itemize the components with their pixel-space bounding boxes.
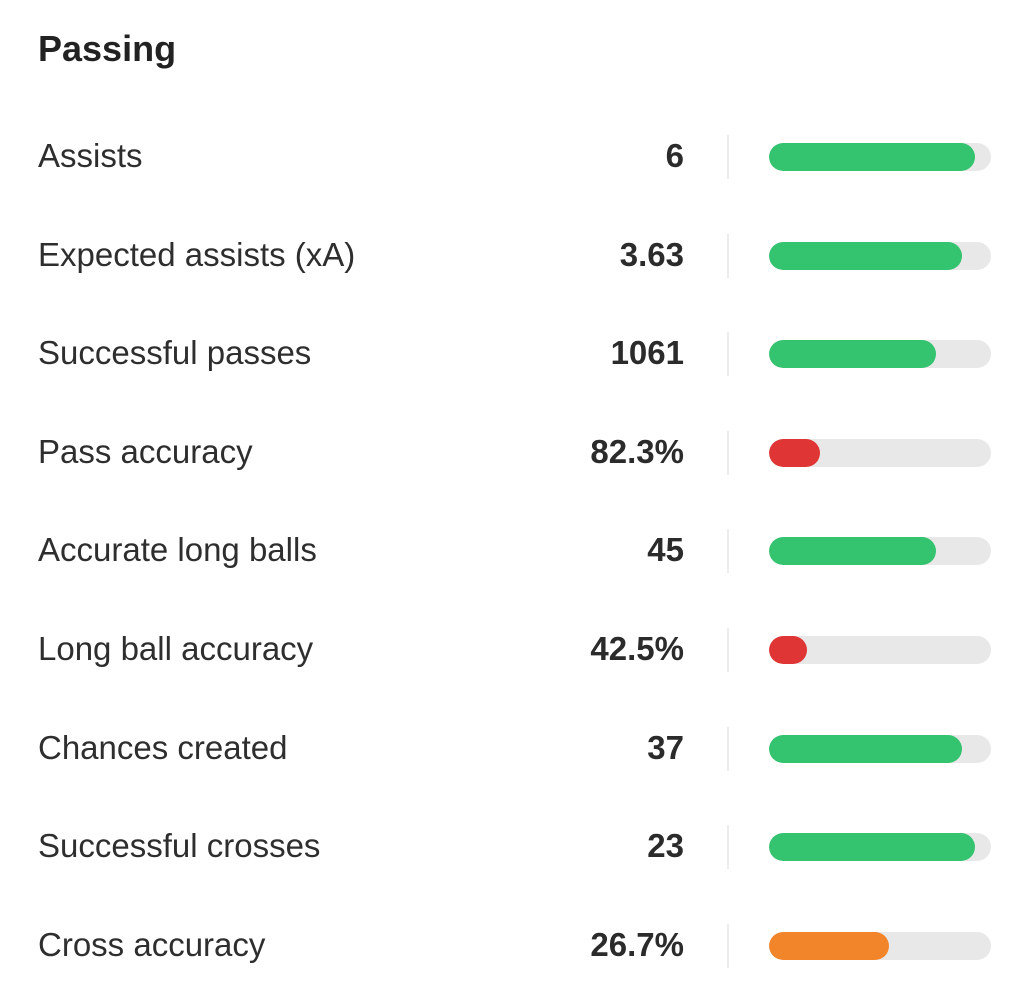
percentile-bar: [769, 734, 991, 763]
stat-label: Assists: [38, 137, 143, 174]
section-title: Passing: [38, 28, 177, 69]
divider: [727, 825, 729, 870]
percentile-bar-fill: [769, 438, 821, 467]
percentile-bar-fill: [769, 833, 976, 862]
stat-row-pass-accuracy[interactable]: Pass accuracy 82.3%: [0, 404, 1024, 503]
stats-list: Assists 6 Expected assists (xA) 3.63 Suc…: [0, 108, 1024, 995]
divider: [727, 627, 729, 672]
stat-row-accurate-long-balls[interactable]: Accurate long balls 45: [0, 502, 1024, 601]
percentile-bar-fill: [769, 734, 963, 763]
divider: [727, 726, 729, 771]
stat-value: 37: [647, 728, 684, 766]
stat-row-long-ball-accuracy[interactable]: Long ball accuracy 42.5%: [0, 601, 1024, 700]
percentile-bar-fill: [769, 635, 807, 664]
percentile-bar: [769, 143, 991, 171]
divider: [727, 430, 729, 475]
stat-row-successful-passes[interactable]: Successful passes 1061: [0, 305, 1024, 404]
divider: [727, 529, 729, 574]
stat-value: 23: [647, 827, 684, 865]
percentile-bar: [769, 537, 991, 566]
stat-value: 26.7%: [590, 925, 684, 963]
stat-label: Chances created: [38, 728, 288, 766]
percentile-bar: [769, 931, 991, 960]
stat-value: 82.3%: [590, 432, 684, 470]
divider: [727, 923, 729, 968]
percentile-bar-fill: [769, 340, 936, 369]
percentile-bar: [769, 635, 991, 664]
percentile-bar-fill: [769, 537, 936, 566]
stat-label: Successful passes: [38, 334, 312, 372]
stat-label: Cross accuracy: [38, 925, 266, 963]
percentile-bar-fill: [769, 931, 889, 960]
percentile-bar: [769, 438, 991, 467]
stat-row-chances-created[interactable]: Chances created 37: [0, 700, 1024, 799]
percentile-bar-fill: [769, 143, 976, 171]
stat-row-assists[interactable]: Assists 6: [0, 108, 1024, 207]
stat-value: 42.5%: [590, 629, 684, 667]
percentile-bar: [769, 833, 991, 862]
stat-row-expected-assists[interactable]: Expected assists (xA) 3.63: [0, 207, 1024, 306]
stat-label: Pass accuracy: [38, 432, 253, 470]
stat-value: 3.63: [619, 235, 684, 273]
stat-label: Accurate long balls: [38, 531, 317, 569]
percentile-bar: [769, 340, 991, 369]
stat-row-cross-accuracy[interactable]: Cross accuracy 26.7%: [0, 897, 1024, 996]
percentile-bar-fill: [769, 241, 963, 270]
stat-value: 6: [665, 137, 684, 174]
percentile-bar: [769, 241, 991, 270]
stat-value: 1061: [610, 334, 684, 372]
stat-value: 45: [647, 531, 684, 569]
divider: [727, 135, 729, 179]
stat-label: Expected assists (xA): [38, 235, 356, 273]
stat-label: Successful crosses: [38, 827, 321, 865]
divider: [727, 233, 729, 278]
stat-label: Long ball accuracy: [38, 629, 314, 667]
stat-row-successful-crosses[interactable]: Successful crosses 23: [0, 798, 1024, 897]
divider: [727, 332, 729, 377]
